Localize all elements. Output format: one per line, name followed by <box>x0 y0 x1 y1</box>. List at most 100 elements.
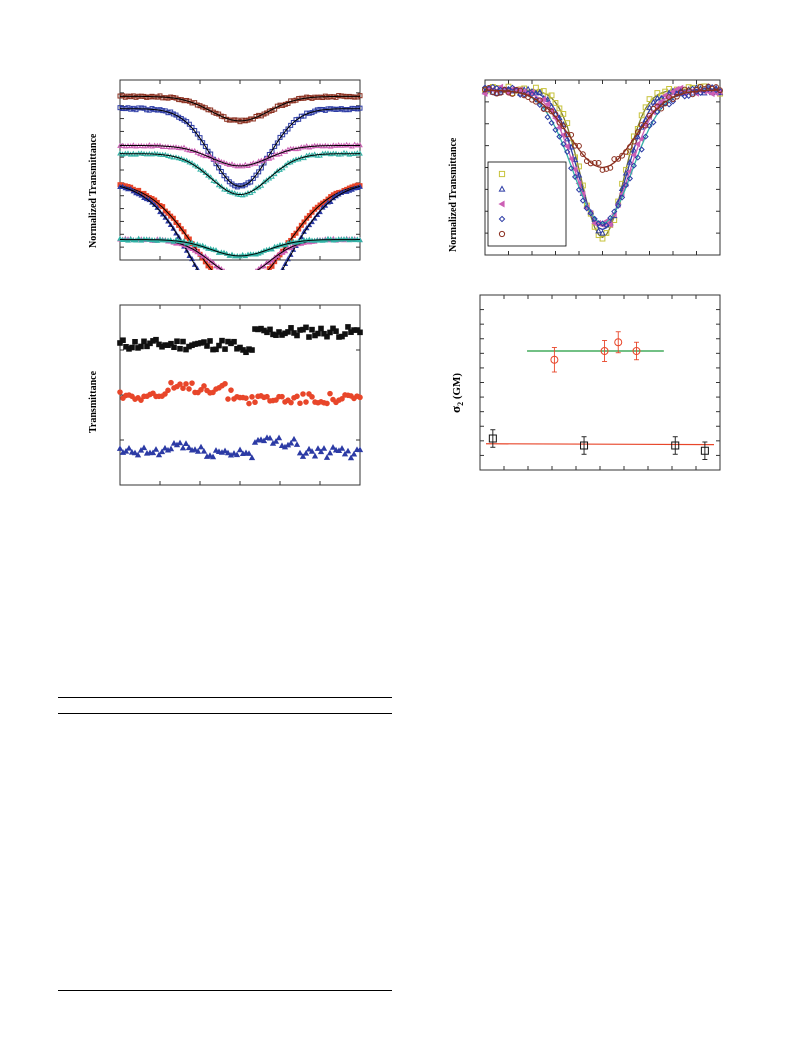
panel-a-point <box>354 94 360 100</box>
panel-c-point <box>264 393 270 400</box>
panel-b-point <box>599 220 606 227</box>
panel-a-point <box>325 150 331 156</box>
panel-b-point <box>611 156 618 162</box>
panel-c-point <box>180 385 186 392</box>
panel-b-legend-marker <box>498 200 505 208</box>
panel-a-point <box>159 143 166 150</box>
panel-a-point <box>256 169 262 175</box>
panel-b-point <box>630 138 637 145</box>
panel-c-point <box>333 328 339 334</box>
panel-b-point <box>564 120 571 127</box>
panel-b-point <box>548 92 555 99</box>
panel-b-point <box>576 143 582 149</box>
panel-c-point <box>182 440 190 446</box>
panel-b-point <box>627 143 633 150</box>
panel-a-point <box>250 160 257 166</box>
panel-c-point <box>149 449 157 456</box>
panel-b-point <box>571 166 578 173</box>
panel-c-point <box>290 435 298 442</box>
panel-a-point <box>138 150 145 156</box>
panel-c-point <box>293 441 301 447</box>
panel-b-point <box>567 155 574 162</box>
panel-d-point <box>550 355 559 364</box>
panel-c-point <box>198 386 204 393</box>
panel-c-point <box>216 342 222 349</box>
panel-a-point <box>287 145 294 151</box>
panel-b-point <box>548 102 555 109</box>
panel-a-point <box>248 179 254 185</box>
panel-c-point <box>260 437 268 444</box>
panel-c-point <box>134 451 142 458</box>
panel-c-point <box>221 447 229 454</box>
panel-a-point <box>181 117 187 123</box>
panel-a-point <box>311 142 318 148</box>
panel-b-point <box>564 131 571 138</box>
panel-c-point <box>320 445 328 451</box>
panel-a-point <box>181 144 187 150</box>
panel-d-ylabel-unit: (GM) <box>451 372 463 402</box>
panel-b-point <box>536 97 543 104</box>
panel-a-point <box>333 106 339 112</box>
panel-a-point <box>322 107 328 113</box>
panel-b-point <box>513 86 520 93</box>
panel-b-point <box>556 133 563 140</box>
panel-c-point <box>309 394 315 400</box>
panel-c-point <box>236 446 244 453</box>
panel-b-point <box>615 202 622 209</box>
panel-b-point <box>525 94 531 101</box>
panel-b-point <box>560 123 567 130</box>
panel-a-frame <box>119 79 361 261</box>
panel-b-point <box>607 164 614 171</box>
panel-c-point <box>324 333 330 340</box>
panel-b-point <box>618 185 626 192</box>
panel-b-legend-marker <box>498 215 506 223</box>
panel-a-point <box>144 94 150 100</box>
panel-c-point <box>338 445 346 451</box>
panel-b-point <box>587 160 594 167</box>
panel-a-point <box>200 140 206 146</box>
panel-a-point <box>197 166 203 172</box>
panel-c-point <box>228 387 234 393</box>
panel-b-point <box>560 140 567 148</box>
panel-c-point <box>327 329 333 336</box>
panel-b: Normalized Transmittance <box>440 70 730 270</box>
panel-b-point <box>591 215 598 222</box>
panel-a-point <box>133 94 139 100</box>
panel-d-ylabel-sub: 2 <box>456 401 466 406</box>
panel-a-point <box>306 152 313 158</box>
panel-c-point <box>116 445 124 451</box>
panel-c-point <box>305 445 313 452</box>
panel-c-point <box>357 394 363 401</box>
panel-c-point <box>288 325 294 331</box>
panel-b-point <box>528 90 536 98</box>
panel-b-point <box>650 119 657 126</box>
panel-b-point <box>552 110 559 117</box>
panel-b-point <box>603 222 610 229</box>
panel-c-point <box>323 454 331 460</box>
panel-b-point <box>654 94 661 101</box>
panel-a-point <box>314 152 321 158</box>
panel-a-point <box>330 150 337 156</box>
panel-b-point <box>607 214 614 222</box>
panel-c-point <box>317 448 325 455</box>
panel-c-point <box>224 449 232 456</box>
panel-b-point <box>544 113 551 121</box>
panel-c-point <box>344 447 352 454</box>
panel-c-chart <box>116 304 364 486</box>
panel-a-point <box>322 150 329 156</box>
panel-c-point <box>230 450 238 456</box>
panel-a-point <box>184 119 190 125</box>
panel-b-point <box>575 186 583 193</box>
panel-b-point <box>674 93 680 100</box>
panel-b-fit-line <box>484 89 721 169</box>
panel-a-chart <box>117 79 363 320</box>
panel-c-point <box>141 338 147 345</box>
panel-c-point <box>210 389 216 396</box>
panel-a-point <box>245 180 251 186</box>
panel-b-point <box>509 91 516 97</box>
panel-b-point <box>693 86 700 93</box>
panel-c-point <box>155 451 163 458</box>
panel-c-point <box>120 337 126 344</box>
panel-b-point <box>689 91 696 98</box>
panel-b-point <box>497 89 504 96</box>
